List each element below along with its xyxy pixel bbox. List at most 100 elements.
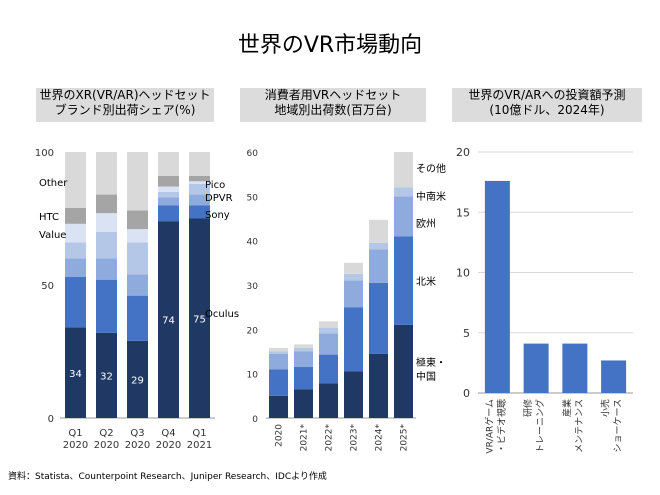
c3-xtick: ショーケース [613,399,624,453]
c3-bar [601,360,627,393]
c1-bar-pico [127,242,148,275]
c2-legend-label: 中国 [416,370,436,383]
c2-bar [394,196,413,237]
c1-bar-htc [189,175,210,182]
c3-bar [562,343,588,393]
panel3-title-line2: (10億ドル、2024年) [489,103,605,117]
c2-xtick: 2023* [350,424,360,452]
c1-bar-dpvr [127,274,148,296]
c1-bar-htc [96,194,117,214]
c2-bar [319,354,338,384]
c2-bar [369,353,388,418]
c2-bar [319,333,338,355]
c2-bar [369,219,388,243]
c1-bar-sony [65,277,86,328]
c1-bar-pico [65,242,86,259]
c2-bar [344,280,363,308]
c3-xtick: 研修 [522,399,534,417]
c1-xtick: 2020 [63,440,88,451]
c3-xtick: ・ビデオ視聴 [495,399,507,453]
c1-xtick: Q3 [130,428,144,439]
c1-bar-oculus [158,221,179,418]
c2-bar [294,367,313,390]
c2-ytick: 30 [247,282,259,292]
c1-xtick: 2020 [94,440,119,451]
c1-bar-htc [127,210,148,230]
c1-data-label: 75 [193,314,206,325]
c1-bar-pico [158,191,179,198]
c2-ytick: 40 [247,238,259,248]
c2-ytick: 10 [247,371,259,381]
c2-legend-label: 欧州 [416,218,436,230]
c2-legend-label: 中南米 [416,190,446,203]
page-title: 世界のVR市場動向 [237,33,423,58]
c1-bar-value [189,181,210,184]
c1-legend-label: DPVR [205,193,233,204]
c1-bar-sony [189,205,210,219]
c2-xtick: 2022* [325,424,335,452]
c1-bar-pico [96,231,117,259]
c1-xtick: Q1 [192,428,206,439]
c3-xtick: トレーニング [534,399,546,453]
c1-bar-htc [158,175,179,187]
c2-xtick: 2021* [300,424,310,452]
c1-bar-oculus [65,327,86,418]
c1-ytick: 0 [48,414,54,425]
c2-bar [319,328,338,334]
c3-xtick: 産業 [561,399,573,417]
c2-legend-label: 極東・ [416,356,446,369]
c2-legend-label: 北米 [416,275,436,288]
c1-bar-value [96,213,117,232]
panel3-title: 世界のVR/ARへの投資額予測 (10億ドル、2024年) [452,88,642,122]
c1-bar-dpvr [65,258,86,278]
panel1-title-line2: ブランド別出荷シェア(%) [54,103,196,117]
c2-bar [394,324,413,418]
c1-bar-sony [127,295,148,341]
c2-bar [294,351,313,368]
c1-legend-label: Sony [205,210,230,221]
c1-ytick: 100 [35,148,54,159]
c3-xtick: VR/ARゲーム [483,399,495,454]
c2-bar [369,242,388,250]
c2-bar [344,371,363,418]
c3-bar [484,180,510,393]
c2-ytick: 20 [247,326,259,336]
c2-bar [294,344,313,348]
c1-bar-dpvr [189,194,210,206]
c2-legend-label: その他 [416,162,446,175]
c2-bar [294,347,313,352]
c2-xtick: 2020 [275,424,285,447]
c2-ytick: 60 [247,149,259,159]
c2-bar [269,351,288,354]
c1-legend-label: Oculus [205,309,239,320]
c1-data-label: 29 [131,375,144,386]
panel1-title: 世界のXR(VR/AR)ヘッドセット ブランド別出荷シェア(%) [36,88,214,122]
c3-ytick: 0 [463,387,470,400]
c1-legend-label: Pico [205,180,225,191]
c1-xtick: Q1 [68,428,82,439]
c1-bar-value [65,223,86,243]
c3-bar [523,343,549,393]
c1-bar-sony [158,205,179,222]
c2-bar [344,273,363,281]
c3-ytick: 10 [456,267,470,280]
c1-legend-label: HTC [39,212,59,223]
c1-bar-sony [96,279,117,333]
c2-bar [369,282,388,354]
c1-xtick: 2020 [125,440,150,451]
c1-data-label: 74 [162,316,175,327]
source-note: 資料：Statista、Counterpoint Research、Junipe… [8,472,327,482]
c1-xtick: 2020 [156,440,181,451]
panel1-title-line1: 世界のXR(VR/AR)ヘッドセット [39,88,211,102]
c2-bar [344,262,363,274]
c3-ytick: 15 [456,206,470,219]
c2-ytick: 50 [247,193,259,203]
c3-ytick: 20 [456,146,470,159]
c2-bar [344,307,363,372]
c1-bar-value [158,186,179,192]
c1-bar-other [96,152,117,195]
c1-xtick: Q4 [161,428,175,439]
c1-bar-oculus [127,340,148,418]
c2-bar [269,347,288,352]
c1-bar-dpvr [158,197,179,206]
